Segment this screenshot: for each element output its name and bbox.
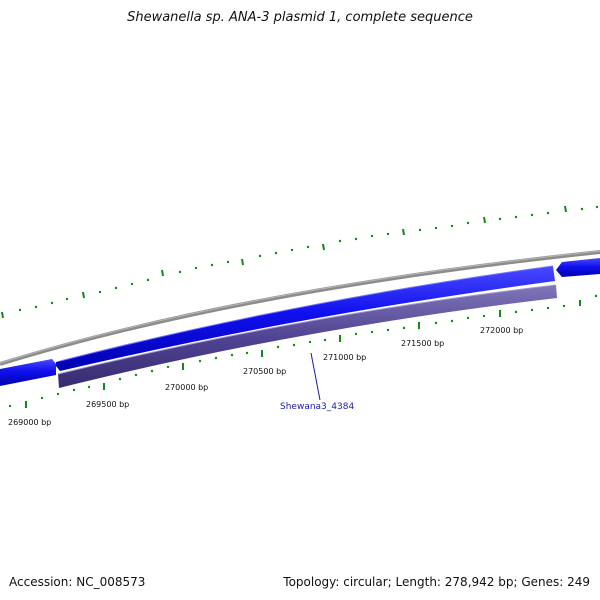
outer-tick-dot: [114, 286, 118, 290]
outer-tick: [564, 205, 567, 213]
accession-label: Accession: NC_008573: [9, 575, 146, 589]
outer-tick-dot: [306, 245, 310, 249]
backbone-ring-highlight: [0, 250, 600, 364]
highlighted-gene-arrow[interactable]: [58, 285, 557, 388]
outer-tick: [483, 216, 486, 224]
outer-tick-dot: [546, 211, 550, 215]
outer-tick-dot: [338, 239, 342, 243]
highlighted-gene-shine: [57, 284, 557, 375]
inner-tick-dot: [56, 392, 60, 396]
inner-tick-dot: [276, 345, 280, 349]
inner-tick-dot: [482, 314, 486, 318]
tick-label-269500: 269500 bp: [86, 400, 129, 409]
outer-tick-dot: [354, 237, 358, 241]
reverse-strand-genes: [57, 284, 557, 388]
outer-tick-dot: [498, 217, 502, 221]
outer-tick-dot: [34, 305, 38, 309]
map-title: Shewanella sp. ANA-3 plasmid 1, complete…: [127, 10, 473, 25]
outer-tick-dot: [18, 308, 22, 312]
outer-tick: [402, 228, 405, 236]
tick-label-271000: 271000 bp: [323, 353, 366, 362]
outer-tick-dot: [50, 301, 54, 305]
inner-tick-dot: [323, 338, 327, 342]
outer-tick: [241, 258, 244, 266]
gene-arrow-left-edge[interactable]: [0, 359, 56, 386]
gene-arrow-main-shine: [59, 265, 554, 362]
inner-tick-dot: [594, 294, 598, 298]
outer-tick-dot: [595, 205, 599, 209]
inner-tick-dot: [150, 369, 154, 373]
inner-tick-dot: [8, 404, 12, 408]
outer-tick-dot: [258, 254, 262, 258]
outer-tick-dot: [226, 260, 230, 264]
inner-tick-dot: [562, 304, 566, 308]
outer-tick-dot: [290, 248, 294, 252]
summary-label: Topology: circular; Length: 278,942 bp; …: [283, 575, 590, 589]
outer-tick-dot: [178, 270, 182, 274]
outer-tick-dot: [466, 221, 470, 225]
outer-tick-dot: [386, 232, 390, 236]
inner-tick-dot: [434, 321, 438, 325]
gene-arrow-main[interactable]: [56, 266, 555, 371]
inner-tick-dot: [292, 343, 296, 347]
outer-tick-dot: [418, 228, 422, 232]
inner-tick-dot: [40, 396, 44, 400]
inner-tick-dot: [166, 365, 170, 369]
inner-tick-dot: [402, 326, 406, 330]
outer-tick-dot: [434, 226, 438, 230]
forward-strand-genes: [0, 258, 600, 386]
tick-label-271500: 271500 bp: [401, 339, 444, 348]
outer-tick: [161, 269, 164, 277]
tick-label-270500: 270500 bp: [243, 367, 286, 376]
outer-tick-dot: [194, 266, 198, 270]
inner-tick-dot: [530, 308, 534, 312]
tick-labels: 269000 bp 269500 bp 270000 bp 270500 bp …: [8, 326, 523, 427]
outer-tick-dot: [514, 215, 518, 219]
gene-label[interactable]: Shewana3_4384: [280, 402, 354, 412]
inner-tick-dot: [546, 306, 550, 310]
inner-tick-dot: [214, 356, 218, 360]
gene-label-leader-line: [310, 352, 321, 401]
inner-tick-dot: [514, 310, 518, 314]
outer-tick: [82, 291, 85, 299]
backbone-ring: [0, 250, 600, 366]
inner-tick-dot: [386, 328, 390, 332]
outer-tick-dot: [450, 224, 454, 228]
tick-label-269000: 269000 bp: [8, 418, 51, 427]
inner-tick-dot: [466, 316, 470, 320]
outer-tick: [1, 311, 4, 319]
inner-tick-dot: [198, 359, 202, 363]
outer-tick-dot: [65, 297, 69, 301]
outer-tick-dot: [210, 263, 214, 267]
inner-tick-dot: [450, 319, 454, 323]
inner-tick-dot: [118, 377, 122, 381]
inner-tick-dot: [230, 353, 234, 357]
outer-tick-dot: [580, 207, 584, 211]
inner-tick-ring: [8, 294, 598, 408]
outer-tick-dot: [98, 290, 102, 294]
inner-tick-dot: [134, 373, 138, 377]
tick-label-272000: 272000 bp: [480, 326, 523, 335]
inner-tick-dot: [245, 351, 249, 355]
inner-tick-dot: [72, 388, 76, 392]
inner-tick-dot: [370, 330, 374, 334]
outer-tick-dot: [530, 213, 534, 217]
outer-tick-dot: [146, 278, 150, 282]
tick-label-270000: 270000 bp: [165, 383, 208, 392]
inner-tick-dot: [87, 385, 91, 389]
outer-tick-ring: [1, 205, 599, 319]
outer-tick-dot: [370, 234, 374, 238]
outer-tick-dot: [274, 251, 278, 255]
outer-tick-dot: [130, 282, 134, 286]
inner-tick-dot: [308, 340, 312, 344]
outer-tick: [322, 243, 325, 251]
gene-arrow-right-edge[interactable]: [556, 258, 600, 277]
inner-tick-dot: [354, 332, 358, 336]
